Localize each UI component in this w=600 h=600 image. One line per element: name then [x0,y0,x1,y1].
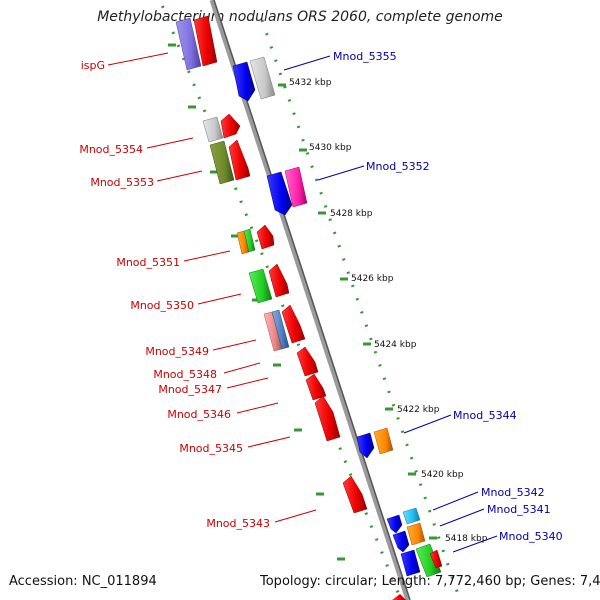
tick-marks-left [168,43,345,561]
tick-label-5432: 5432 kbp [289,78,332,88]
gene-Mnod_5341[interactable] [392,522,426,553]
left-leader-lines [107,52,317,523]
genome-info-label: Topology: circular; Length: 7,772,460 bp… [260,574,600,589]
left-dotted-track [158,0,403,600]
label-Mnod_5344: Mnod_5344 [453,409,517,422]
label-Mnod_5345: Mnod_5345 [179,442,243,455]
label-Mnod_5348: Mnod_5348 [153,368,217,381]
label-Mnod_5353: Mnod_5353 [90,176,154,189]
gene-Mnod_5347[interactable] [305,373,327,401]
gene-Mnod_5340[interactable] [400,543,443,578]
gene-Mnod_5350[interactable] [248,263,290,304]
label-Mnod_5341: Mnod_5341 [487,503,551,516]
tick-label-5418: 5418 kbp [445,534,488,544]
accession-label: Accession: NC_011894 [9,574,157,589]
label-Mnod_5355: Mnod_5355 [333,50,397,63]
label-Mnod_5352: Mnod_5352 [366,160,430,173]
gene-Mnod_5342[interactable] [386,507,421,534]
label-Mnod_5346: Mnod_5346 [167,408,231,421]
tick-label-5430: 5430 kbp [309,143,352,153]
label-Mnod_5350: Mnod_5350 [130,299,194,312]
label-Mnod_5349: Mnod_5349 [145,345,209,358]
tick-marks [278,83,437,540]
gene-Mnod_5355[interactable] [232,56,276,102]
tick-label-5428: 5428 kbp [330,209,373,219]
gene-Mnod_5352[interactable] [266,166,308,216]
label-Mnod_5354: Mnod_5354 [79,143,143,156]
right-leader-lines [283,55,498,553]
gene-bottom-edge[interactable] [392,594,406,600]
label-Mnod_5343: Mnod_5343 [206,517,270,530]
gene-Mnod_5343[interactable] [342,475,368,514]
gene-Mnod_5344[interactable] [356,427,394,459]
label-Mnod_5340: Mnod_5340 [499,530,563,543]
gene-Mnod_5351[interactable] [236,224,275,255]
tick-label-5422: 5422 kbp [397,405,440,415]
label-Mnod_5351: Mnod_5351 [116,256,180,269]
gene-Mnod_5349[interactable] [263,304,306,352]
label-Mnod_5342: Mnod_5342 [481,486,545,499]
label-Mnod_5347: Mnod_5347 [158,383,222,396]
tick-label-5420: 5420 kbp [421,470,464,480]
gene-Mnod_5348[interactable] [296,346,319,377]
gene-Mnod_5353[interactable] [209,139,251,185]
gene-Mnod_5346[interactable] [314,395,341,442]
gene-Mnod_5354[interactable] [202,113,241,143]
tick-label-5426: 5426 kbp [351,274,394,284]
tick-label-5424: 5424 kbp [374,340,417,350]
genome-backbone [209,0,411,600]
label-ispG: ispG [81,59,105,72]
gene-ispG[interactable] [175,15,218,71]
